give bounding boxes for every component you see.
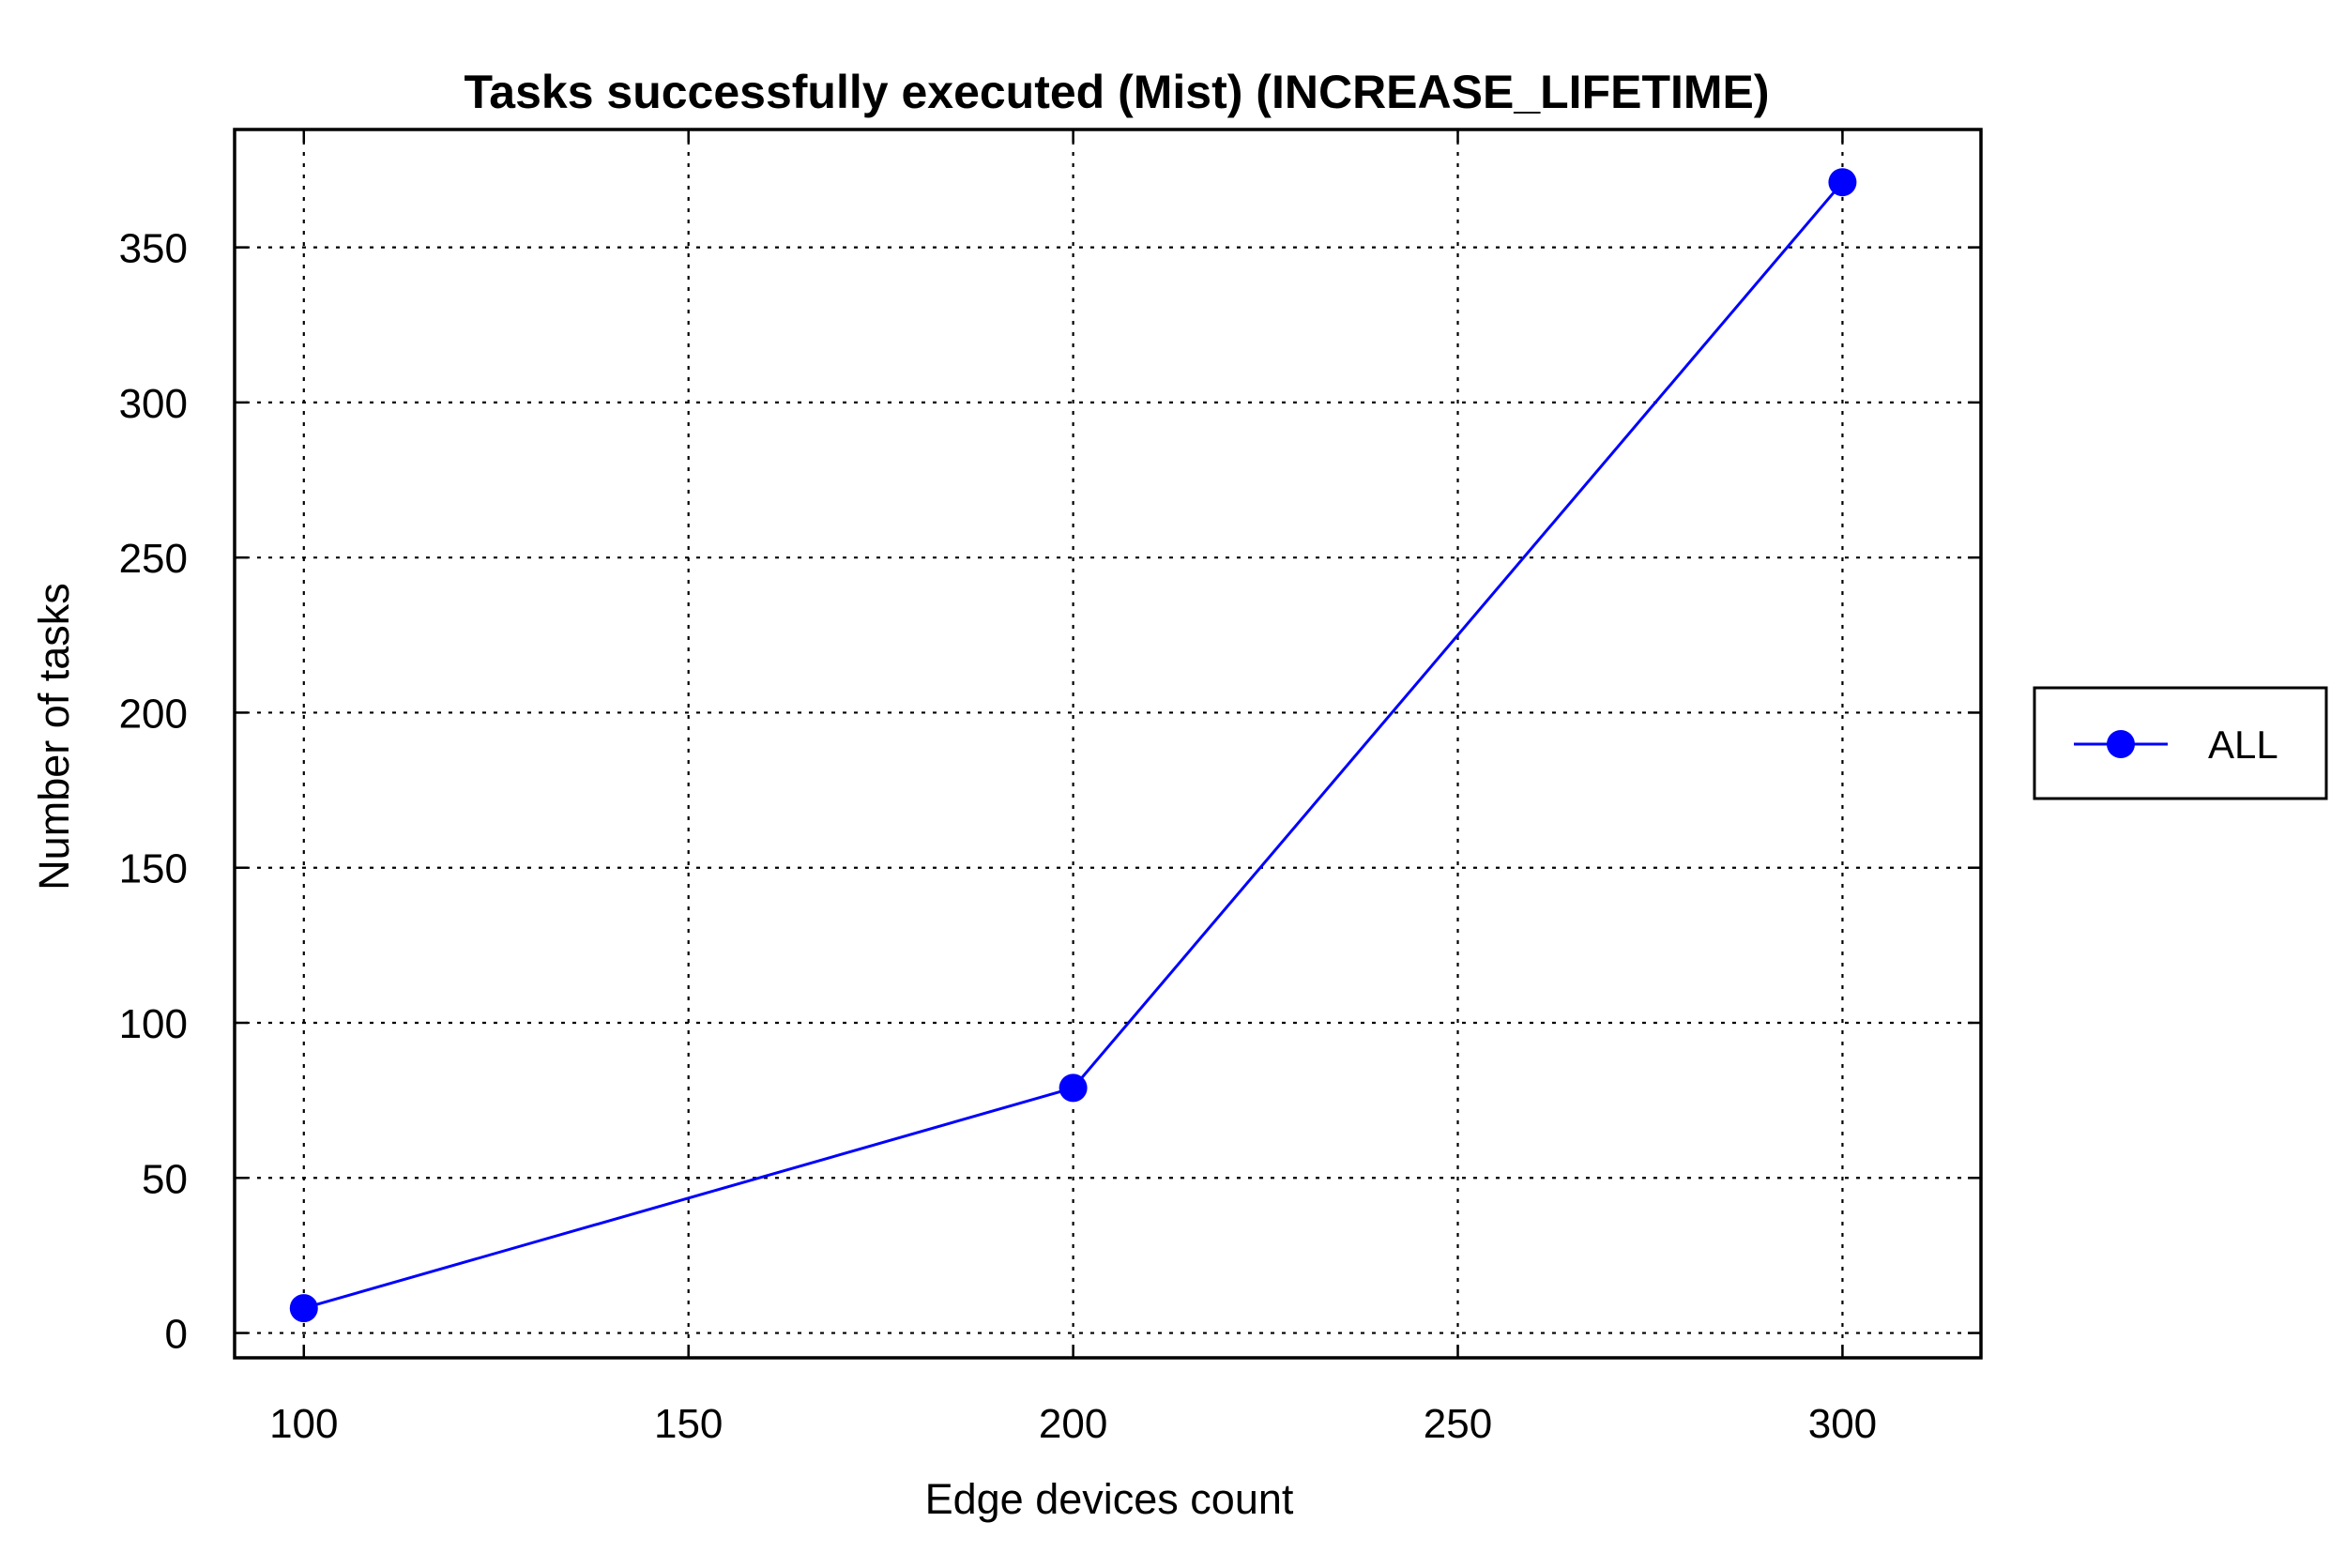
grid-lines [235,129,1981,1358]
legend-marker-all [2107,730,2135,758]
chart-title: Tasks successfully executed (Mist) (INCR… [464,66,1769,118]
plot-frame [233,128,1983,1360]
series-line-all [303,181,1844,1310]
x-tick-label: 200 [1039,1401,1107,1447]
y-tick-label: 150 [119,846,188,892]
axis-ticks: 100 150 200 250 300 0 50 100 150 200 250 300 350 [119,129,1981,1447]
y-tick-label: 200 [119,691,188,737]
y-tick-label: 0 [165,1312,188,1358]
y-tick-label: 250 [119,536,188,582]
y-tick-label: 350 [119,226,188,272]
x-tick-label: 300 [1808,1401,1877,1447]
y-tick-label: 300 [119,381,188,427]
legend-label-all: ALL [2208,723,2278,767]
y-tick-label: 100 [119,1001,188,1047]
data-point [1828,168,1857,197]
x-axis-label: Edge devices count [925,1475,1294,1523]
x-tick-label: 150 [654,1401,723,1447]
y-tick-label: 50 [142,1156,188,1202]
x-tick-label: 250 [1424,1401,1492,1447]
series-layer [289,168,1857,1323]
y-axis-label: Number of tasks [30,583,78,891]
data-point [289,1294,318,1323]
legend: ALL [2033,686,2328,800]
x-tick-label: 100 [269,1401,338,1447]
data-point [1059,1073,1088,1103]
